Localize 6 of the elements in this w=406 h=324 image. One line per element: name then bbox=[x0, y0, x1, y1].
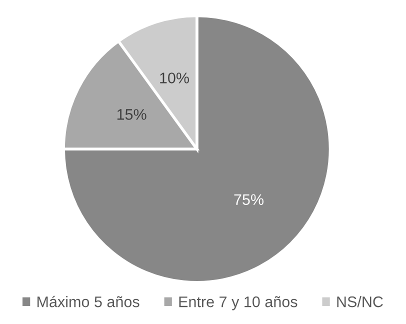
legend-label: Máximo 5 años bbox=[38, 296, 140, 308]
data-label: 75% bbox=[234, 194, 264, 205]
legend-label: NS/NC bbox=[337, 296, 383, 308]
data-label: 10% bbox=[160, 72, 189, 84]
legend-label: Entre 7 y 10 años bbox=[179, 296, 298, 310]
data-label: 15% bbox=[117, 109, 146, 120]
